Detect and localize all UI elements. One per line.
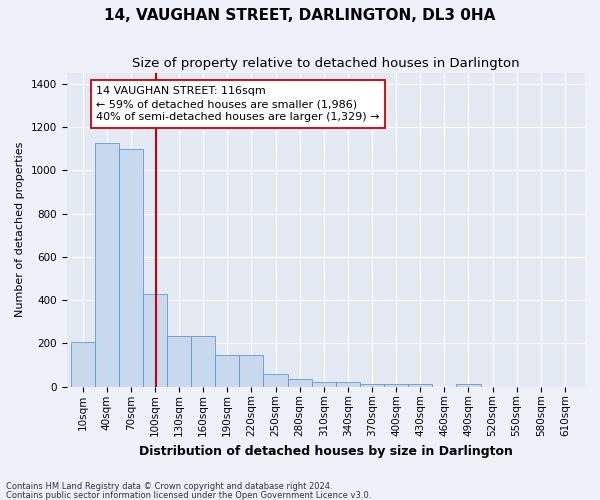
Title: Size of property relative to detached houses in Darlington: Size of property relative to detached ho… xyxy=(132,58,520,70)
Bar xyxy=(167,336,191,386)
Y-axis label: Number of detached properties: Number of detached properties xyxy=(15,142,25,318)
Bar xyxy=(457,384,481,386)
Bar xyxy=(384,384,408,386)
Bar xyxy=(311,382,336,386)
Text: Contains public sector information licensed under the Open Government Licence v3: Contains public sector information licen… xyxy=(6,490,371,500)
Bar xyxy=(408,384,432,386)
Text: 14, VAUGHAN STREET, DARLINGTON, DL3 0HA: 14, VAUGHAN STREET, DARLINGTON, DL3 0HA xyxy=(104,8,496,22)
Bar xyxy=(287,379,311,386)
Bar xyxy=(336,382,360,386)
Bar xyxy=(215,355,239,386)
X-axis label: Distribution of detached houses by size in Darlington: Distribution of detached houses by size … xyxy=(139,444,513,458)
Bar xyxy=(239,355,263,386)
Bar xyxy=(360,384,384,386)
Bar xyxy=(95,144,119,386)
Bar xyxy=(191,336,215,386)
Bar xyxy=(119,148,143,386)
Bar xyxy=(143,294,167,386)
Bar xyxy=(71,342,95,386)
Text: Contains HM Land Registry data © Crown copyright and database right 2024.: Contains HM Land Registry data © Crown c… xyxy=(6,482,332,491)
Bar xyxy=(263,374,287,386)
Text: 14 VAUGHAN STREET: 116sqm
← 59% of detached houses are smaller (1,986)
40% of se: 14 VAUGHAN STREET: 116sqm ← 59% of detac… xyxy=(96,86,380,122)
